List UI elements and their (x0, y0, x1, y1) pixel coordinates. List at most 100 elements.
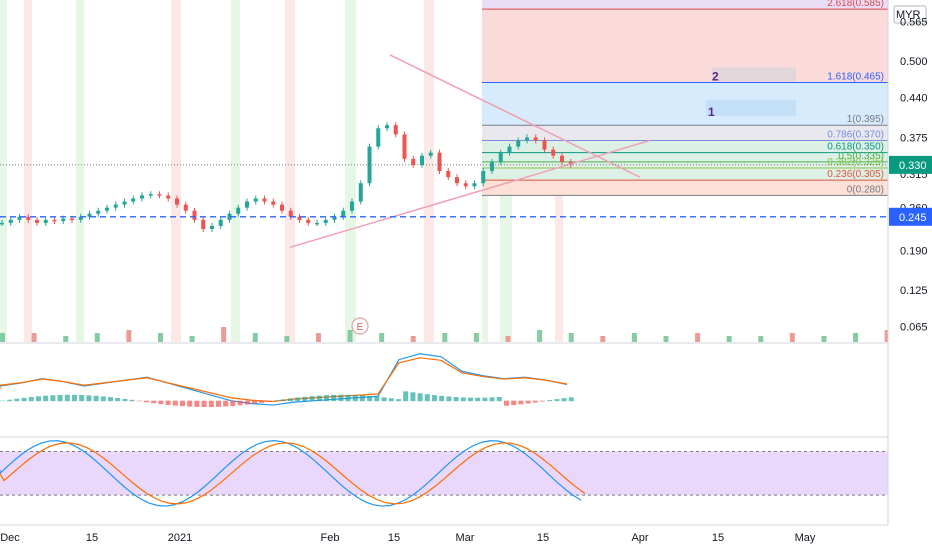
candle-body (437, 152, 442, 171)
price-tick: 0.125 (900, 285, 928, 297)
volume-bar (568, 333, 574, 342)
candle-body (341, 210, 346, 217)
candle-body (201, 219, 206, 230)
histogram-bar (180, 400, 185, 407)
fib-label: 1.618(0.465) (827, 71, 884, 82)
histogram-bar (453, 397, 459, 402)
candle-body (463, 183, 468, 187)
candle-body (393, 125, 398, 135)
histogram-bar (511, 400, 517, 406)
histogram-bar (57, 394, 63, 402)
time-tick: 15 (388, 532, 400, 544)
volume-bar (537, 330, 543, 342)
bullish-band (231, 0, 240, 342)
histogram-bar (547, 400, 553, 402)
wave-label: 1 (708, 105, 715, 119)
histogram-bar (93, 395, 99, 402)
volume-bar (600, 336, 606, 342)
candle-body (262, 198, 267, 202)
fib-zone-top (482, 0, 888, 10)
histogram-bar (252, 400, 257, 404)
volume-bar (884, 330, 890, 342)
histogram-bar (64, 394, 70, 402)
resistance-trendline (389, 54, 641, 178)
candle-body (8, 219, 13, 223)
price-tick: 0.375 (900, 132, 928, 144)
volume-bar (252, 333, 258, 342)
histogram-bar (316, 395, 322, 402)
histogram-bar (561, 398, 567, 402)
histogram-bar (446, 396, 452, 402)
candle-body (280, 204, 284, 211)
histogram-bar (331, 394, 337, 402)
histogram-bar (532, 400, 538, 403)
candle-body (271, 201, 276, 205)
last-price-badge (889, 155, 932, 174)
fib-label: 2.618(0.585) (827, 0, 884, 9)
candle-body (358, 183, 363, 202)
candle-body (52, 219, 57, 222)
histogram-bar (108, 397, 113, 402)
candle-body (245, 201, 249, 208)
histogram-bar (273, 400, 279, 402)
candle-body (297, 216, 302, 220)
time-tick: 15 (537, 532, 549, 544)
price-tick: 0.565 (900, 16, 928, 28)
candle-body (157, 194, 162, 196)
fib-label: 1(0.395) (847, 114, 884, 125)
signal-bands (0, 0, 563, 342)
histogram-bar (72, 394, 77, 402)
histogram-bar (496, 397, 502, 402)
candle-body (0, 222, 4, 225)
candle-body (472, 183, 477, 187)
candle-body (315, 222, 319, 225)
histogram-bar (388, 398, 394, 402)
histogram-bar (43, 395, 49, 402)
price-tick: 0.065 (900, 322, 928, 334)
fibonacci-extension: 2.618(0.585) 1.618(0.465) 1(0.395) 0.786(0.… (482, 0, 888, 196)
histogram-bar (288, 398, 293, 402)
histogram-bar (122, 398, 128, 402)
time-tick: Dec (0, 532, 20, 544)
histogram-bar (201, 400, 207, 408)
time-tick: 15 (86, 532, 98, 544)
candle-body (131, 198, 136, 202)
fib-label: 0.382(0.325) (827, 157, 884, 168)
histogram-bar (403, 391, 409, 402)
volume-bar (631, 333, 637, 342)
histogram-bar (7, 399, 13, 402)
fib-label: 0(0.280) (847, 184, 884, 195)
histogram-bar (460, 397, 466, 402)
volume-bar (157, 333, 163, 342)
candle-body (227, 213, 232, 220)
candle-body (113, 204, 118, 208)
volume-bar (410, 336, 416, 342)
candle-body (560, 155, 564, 162)
histogram-bar (295, 397, 301, 402)
histogram-bar (554, 399, 560, 402)
fib-zone (482, 9, 888, 83)
candle-body (350, 201, 354, 211)
histogram-bar (165, 400, 171, 405)
volume-bar (789, 333, 795, 342)
histogram-bar (187, 400, 193, 407)
candle-body (481, 171, 486, 184)
candle-body (192, 210, 197, 220)
volume-bar (315, 333, 321, 342)
candle-body (446, 171, 451, 178)
histogram-bar (309, 396, 315, 402)
time-tick: Mar (456, 532, 475, 544)
volume-bar (726, 336, 732, 342)
candle-body (376, 128, 381, 147)
candle-body (525, 137, 529, 141)
candle-body (236, 207, 241, 214)
histogram-bar (36, 396, 41, 402)
currency-box[interactable] (893, 5, 927, 24)
time-tick: Apr (631, 532, 648, 544)
volume-bar (189, 336, 195, 342)
bullish-band (0, 0, 7, 342)
candle-body (87, 213, 92, 217)
histogram-bar (144, 400, 149, 403)
